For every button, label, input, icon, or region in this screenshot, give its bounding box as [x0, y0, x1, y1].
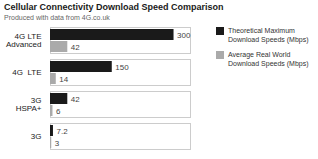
- html-text:Produced with data from 4G.co.: Produced with data from 4G.co.uk: [4, 14, 110, 21]
- svg-text:4G LTEAdvanced: 4G LTEAdvanced: [6, 32, 42, 49]
- svg-text:6: 6: [56, 107, 61, 116]
- html-text:Average Real World Download Sp: Average Real World Download Speeds (Mbps…: [228, 51, 309, 67]
- svg-text:42: 42: [71, 95, 80, 104]
- html-text:Theoretical Maximum Download S: Theoretical Maximum Download Speeds (Mbp…: [228, 27, 309, 43]
- svg-text:3GHSPA+: 3GHSPA+: [16, 96, 42, 113]
- svg-text:3: 3: [55, 139, 60, 148]
- svg-text:150: 150: [115, 63, 129, 72]
- svg-text:14: 14: [59, 75, 68, 84]
- svg-text:3G: 3G: [31, 132, 42, 141]
- svg-text:300: 300: [177, 31, 191, 40]
- svg-text:42: 42: [71, 43, 80, 52]
- html-text:Cellular Connectivity Download: Cellular Connectivity Download Speed Com…: [4, 2, 224, 12]
- svg-text:7.2: 7.2: [56, 127, 68, 136]
- svg-text:4G LTE: 4G LTE: [12, 68, 41, 77]
